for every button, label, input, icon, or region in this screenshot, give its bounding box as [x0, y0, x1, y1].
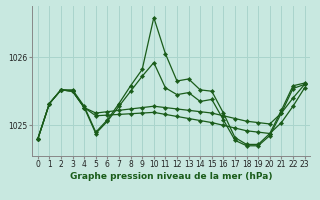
X-axis label: Graphe pression niveau de la mer (hPa): Graphe pression niveau de la mer (hPa)	[70, 172, 272, 181]
